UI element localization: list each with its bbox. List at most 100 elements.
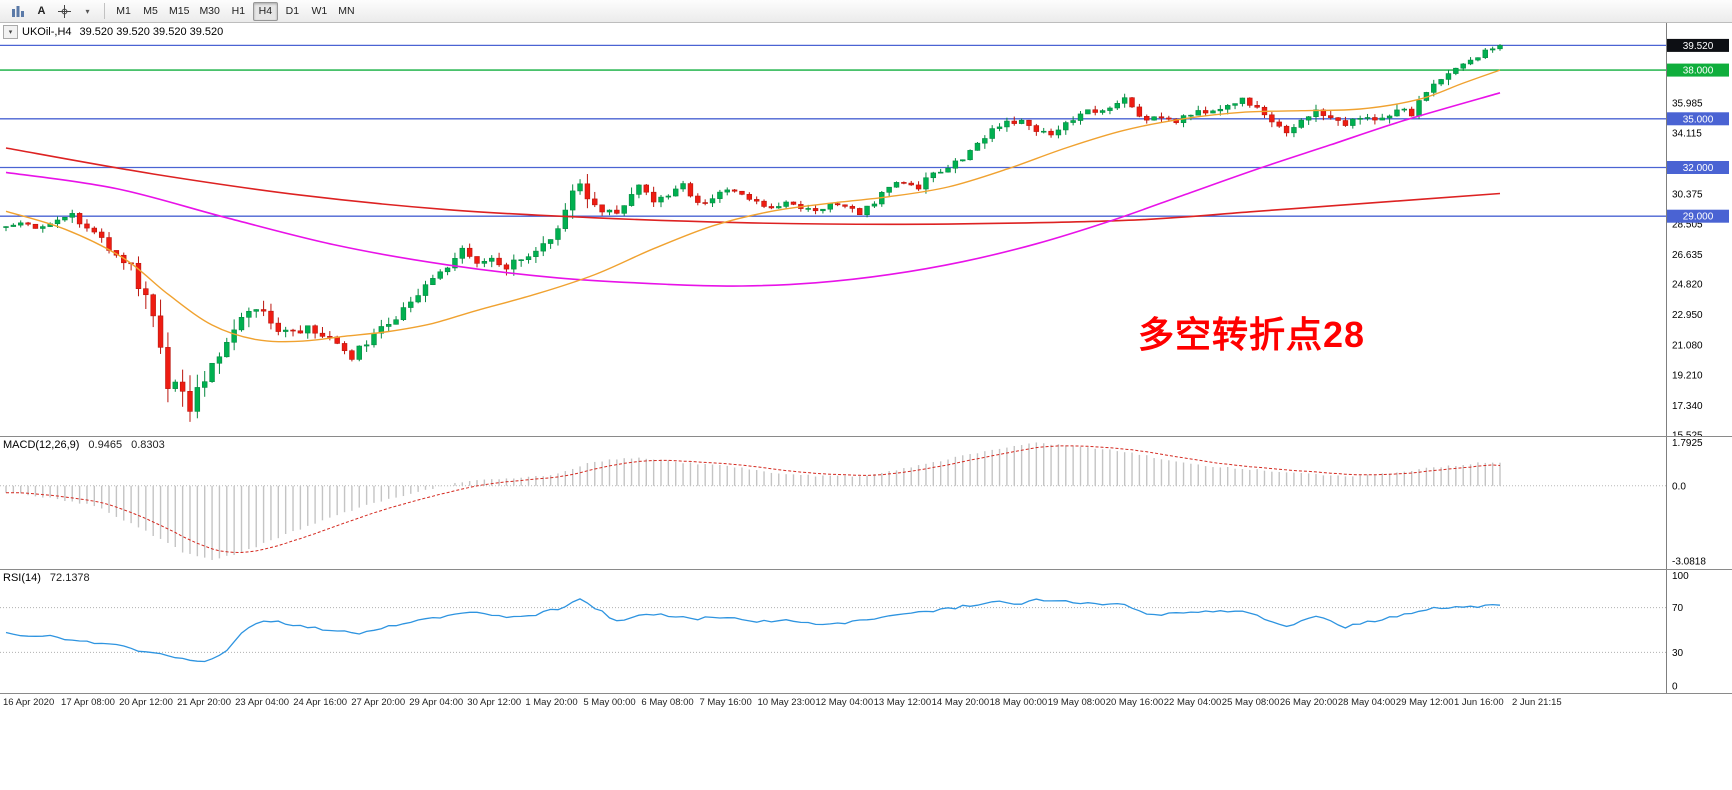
time-label: 24 Apr 16:00 (293, 697, 348, 708)
price-line-label-box (1667, 160, 1729, 174)
time-label: 20 Apr 12:00 (119, 697, 173, 708)
candles-layer (3, 44, 1503, 422)
timeframe-button-m30[interactable]: M30 (195, 2, 223, 21)
timeframe-button-m5[interactable]: M5 (138, 2, 163, 21)
drawing-tools-dropdown-button[interactable]: ▾ (77, 2, 98, 21)
medium-ma-line (5, 92, 1501, 287)
price-tick-label: 24.820 (1672, 280, 1703, 291)
time-label: 17 Apr 08:00 (61, 697, 115, 708)
macd-canvas[interactable]: 1.7925 0.0 -3.0818 (0, 437, 1732, 570)
time-label: 1 Jun 16:00 (1453, 697, 1504, 708)
price-line-label: 39.520 (1683, 41, 1714, 52)
macd-signal-line (6, 445, 1501, 554)
time-label: 25 May 08:00 (1221, 697, 1280, 708)
chart-title: ▾ UKOil-,H4 39.520 39.520 39.520 39.520 (3, 25, 223, 39)
time-label: 27 Apr 20:00 (351, 697, 406, 708)
price-tick-label: 28.505 (1672, 220, 1703, 231)
time-label: 30 Apr 12:00 (467, 697, 522, 708)
price-line-label-box (1667, 209, 1729, 223)
time-label: 7 May 16:00 (699, 697, 752, 708)
ohlc-values: 39.520 39.520 39.520 39.520 (79, 26, 224, 38)
price-tick-label: 22.950 (1672, 310, 1703, 321)
crosshair-icon (58, 4, 71, 18)
price-tick-label: 30.375 (1672, 189, 1703, 200)
price-line-label-box (1667, 38, 1729, 52)
bar-chart-icon (12, 5, 24, 17)
time-label: 6 May 08:00 (641, 697, 694, 708)
macd-histogram (5, 442, 1501, 560)
price-line-label: 35.000 (1683, 114, 1714, 125)
price-line-label: 29.000 (1683, 212, 1714, 223)
rsi-canvas[interactable]: 100 70 30 0 (0, 570, 1732, 694)
time-label: 29 May 12:00 (1395, 697, 1454, 708)
price-tick-label: 17.340 (1672, 401, 1703, 412)
fast-ma-line (5, 69, 1501, 343)
rsi-title-label: RSI(14) (3, 572, 41, 584)
timeframe-button-m1[interactable]: M1 (111, 2, 136, 21)
time-label: 13 May 12:00 (873, 697, 932, 708)
time-label: 2 Jun 21:15 (1512, 697, 1562, 708)
rsi-tick-label: 0 (1672, 682, 1678, 693)
time-label: 18 May 00:00 (989, 697, 1048, 708)
time-label: 16 Apr 2020 (3, 697, 55, 708)
timeframe-button-w1[interactable]: W1 (307, 2, 332, 21)
price-line-label-box (1667, 63, 1729, 77)
slow-ma-line (5, 147, 1501, 226)
rsi-title: RSI(14) 72.1378 (3, 572, 90, 584)
price-tick-label: 26.635 (1672, 250, 1703, 261)
macd-main-value: 0.9465 (88, 439, 123, 451)
macd-signal-value: 0.8303 (131, 439, 165, 451)
price-tick-label: 19.210 (1672, 371, 1703, 382)
time-label: 10 May 23:00 (757, 697, 816, 708)
time-axis[interactable]: 16 Apr 2020 17 Apr 08:00 20 Apr 12:00 21 Ap… (0, 694, 1732, 712)
price-tick-label: 15.525 (1672, 430, 1703, 437)
timeframe-button-group: M1 M5 M15 M30 H1 H4 D1 W1 MN (110, 1, 360, 21)
timeframe-button-d1[interactable]: D1 (280, 2, 305, 21)
macd-tick-label: -3.0818 (1672, 557, 1706, 568)
macd-title: MACD(12,26,9) 0.9465 0.8303 (3, 439, 165, 451)
macd-indicator-panel[interactable]: 1.7925 0.0 -3.0818 MACD(12,26,9) 0.9465 0.… (0, 437, 1732, 570)
time-label: 19 May 08:00 (1047, 697, 1106, 708)
time-label: 1 May 20:00 (525, 697, 578, 708)
timeframe-button-m15[interactable]: M15 (165, 2, 193, 21)
symbol-dropdown-caret[interactable]: ▾ (3, 25, 18, 39)
timeframe-button-h1[interactable]: H1 (226, 2, 251, 21)
time-label: 20 May 16:00 (1105, 697, 1164, 708)
time-label: 28 May 04:00 (1337, 697, 1396, 708)
time-label: 5 May 00:00 (583, 697, 636, 708)
chevron-down-icon: ▾ (85, 6, 90, 16)
rsi-value: 72.1378 (49, 572, 90, 584)
price-line-label: 32.000 (1683, 163, 1714, 174)
price-line-label: 38.000 (1683, 66, 1714, 77)
price-tick-label: 35.985 (1672, 98, 1703, 109)
time-label: 14 May 20:00 (931, 697, 990, 708)
price-tick-label: 21.080 (1672, 340, 1703, 351)
rsi-line (5, 598, 1501, 663)
crosshair-tool-button[interactable] (54, 2, 75, 21)
time-label: 23 Apr 04:00 (235, 697, 290, 708)
time-label: 29 Apr 04:00 (409, 697, 464, 708)
chart-window: 35.985 34.115 30.375 28.505 26.635 24.820 22.9… (0, 23, 1732, 790)
timeframe-button-h4[interactable]: H4 (252, 1, 278, 21)
price-chart-canvas[interactable]: 35.985 34.115 30.375 28.505 26.635 24.820 22.9… (0, 23, 1732, 437)
chart-annotation-text: 多空转折点28 (1138, 314, 1366, 355)
macd-tick-label: 1.7925 (1672, 438, 1703, 449)
time-label: 26 May 20:00 (1279, 697, 1338, 708)
rsi-tick-label: 70 (1672, 603, 1684, 614)
rsi-tick-label: 100 (1672, 571, 1689, 582)
rsi-indicator-panel[interactable]: 100 70 30 0 RSI(14) 72.1378 (0, 570, 1732, 694)
text-annotation-tool-button[interactable]: A (31, 2, 52, 21)
symbol-timeframe-label: UKOil-,H4 (22, 26, 72, 38)
rsi-tick-label: 30 (1672, 648, 1684, 659)
time-label: 22 May 04:00 (1163, 697, 1222, 708)
toolbar: A ▾ M1 M5 M15 M30 H1 H4 D1 W1 MN (0, 0, 1732, 23)
macd-tick-label: 0.0 (1672, 481, 1686, 492)
time-label: 21 Apr 20:00 (177, 697, 231, 708)
price-chart-panel[interactable]: 35.985 34.115 30.375 28.505 26.635 24.820 22.9… (0, 23, 1732, 437)
chart-bars-tool-button[interactable] (7, 2, 29, 21)
price-tick-label: 34.115 (1672, 129, 1702, 140)
bottom-whitespace (0, 712, 1732, 790)
timeframe-button-mn[interactable]: MN (334, 2, 359, 21)
time-label: 12 May 04:00 (815, 697, 874, 708)
